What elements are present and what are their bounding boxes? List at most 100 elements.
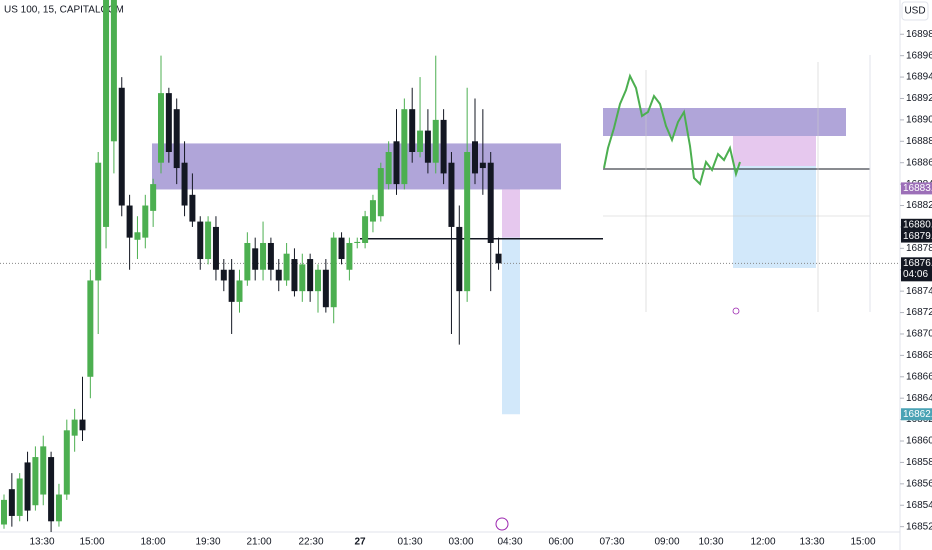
price-label-box xyxy=(901,218,932,231)
y-tick-label: 16878.0 xyxy=(906,243,932,254)
currency-button[interactable] xyxy=(901,1,929,21)
currency[interactable]: USD xyxy=(904,6,925,17)
candle-body xyxy=(322,269,329,308)
price-label: 16880.2 xyxy=(903,219,932,230)
candle-body xyxy=(456,226,463,292)
y-tick-label: 16888.0 xyxy=(906,136,932,147)
candle-body xyxy=(362,216,369,243)
price-label-box xyxy=(901,408,932,421)
candle-body xyxy=(291,259,298,292)
price-label: 16879.1 xyxy=(903,231,932,242)
y-tick-label: 16894.0 xyxy=(906,72,932,83)
x-tick-label: 12:00 xyxy=(750,537,775,548)
candle-body xyxy=(103,0,110,227)
inset-pink xyxy=(733,136,816,166)
y-tick-label: 16868.0 xyxy=(906,350,932,361)
candle-body xyxy=(32,457,39,506)
candle-body xyxy=(16,478,23,516)
candle-body xyxy=(299,264,306,292)
candle-body xyxy=(307,259,314,292)
chart-title: US 100, 15, CAPITALCOM xyxy=(4,5,124,16)
candle-body xyxy=(267,242,274,270)
candle-body xyxy=(158,93,164,163)
candle-body xyxy=(432,119,439,163)
candle-body xyxy=(24,462,31,511)
candle-body xyxy=(315,269,321,292)
y-tick-label: 16852.0 xyxy=(906,521,932,532)
candle-body xyxy=(236,280,243,302)
x-tick-label: 10:30 xyxy=(698,537,723,548)
candle-body xyxy=(48,457,55,522)
candle-body xyxy=(338,237,345,260)
y-tick-label: 16896.0 xyxy=(906,50,932,61)
candle-body xyxy=(487,162,494,243)
candle-body xyxy=(479,162,486,169)
candle-body xyxy=(118,87,125,206)
y-tick-label: 16872.0 xyxy=(906,307,932,318)
y-tick-label: 16882.0 xyxy=(906,200,932,211)
candle-body xyxy=(220,269,227,281)
candle-body xyxy=(424,130,431,163)
x-tick-label: 03:00 xyxy=(448,537,473,548)
candle-body xyxy=(95,162,102,281)
candle-body xyxy=(79,419,86,431)
y-tick-label: 16892.0 xyxy=(906,93,932,104)
candle-body xyxy=(212,226,219,270)
candle-body xyxy=(197,221,204,260)
candle-body xyxy=(369,200,376,222)
candle-body xyxy=(110,0,117,142)
inset-blue xyxy=(733,166,816,268)
y-tick-label: 16856.0 xyxy=(906,478,932,489)
y-tick-label: 16886.0 xyxy=(906,157,932,168)
candle-body xyxy=(260,242,267,270)
price-label: 16862.5 xyxy=(903,409,932,420)
candle-body xyxy=(228,269,235,302)
price-label-box xyxy=(901,230,932,243)
zone xyxy=(152,143,561,190)
y-tick-label: 16870.0 xyxy=(906,329,932,340)
x-tick-label: 22:30 xyxy=(298,537,323,548)
candle-body xyxy=(173,109,180,169)
candle-body xyxy=(150,184,157,211)
candle-body xyxy=(440,119,447,174)
candle-body xyxy=(142,205,149,238)
candle-body xyxy=(55,494,62,522)
y-tick-label: 16860.0 xyxy=(906,436,932,447)
inset-zone xyxy=(603,108,846,136)
candle-body xyxy=(189,194,196,222)
candle-body xyxy=(385,152,392,185)
price-label-box xyxy=(901,182,932,195)
candle-body xyxy=(495,253,502,264)
zone xyxy=(502,189,520,238)
last-price-label: 16876.6 xyxy=(903,258,932,269)
x-tick-label: 06:00 xyxy=(548,537,573,548)
y-tick-label: 16854.0 xyxy=(906,500,932,511)
x-tick-label: 27 xyxy=(354,537,366,548)
candle-body xyxy=(1,499,7,525)
candle-body xyxy=(205,221,212,260)
y-tick-label: 16898.0 xyxy=(906,29,932,40)
inset-price xyxy=(603,73,741,186)
candle-body xyxy=(126,205,133,238)
candle-body xyxy=(8,489,15,516)
candle-body xyxy=(165,93,172,152)
y-tick-label: 16864.0 xyxy=(906,393,932,404)
candle-body xyxy=(330,237,337,308)
x-tick-label: 21:00 xyxy=(246,537,271,548)
candle-body xyxy=(346,242,353,270)
candle-body xyxy=(71,419,78,436)
inset-icon xyxy=(732,307,740,315)
x-tick-label: 04:30 xyxy=(497,537,522,548)
y-tick-label: 16890.0 xyxy=(906,115,932,126)
x-tick-label: 13:30 xyxy=(29,537,54,548)
x-tick-label: 19:30 xyxy=(195,537,220,548)
candle-body xyxy=(244,242,251,281)
candle-body xyxy=(275,269,282,281)
candle-body xyxy=(252,248,259,270)
candle-body xyxy=(87,280,94,377)
candle-body xyxy=(417,130,424,152)
candle-body xyxy=(354,241,361,243)
price-label: 16883.6 xyxy=(903,183,932,194)
event-icon[interactable] xyxy=(495,517,509,531)
